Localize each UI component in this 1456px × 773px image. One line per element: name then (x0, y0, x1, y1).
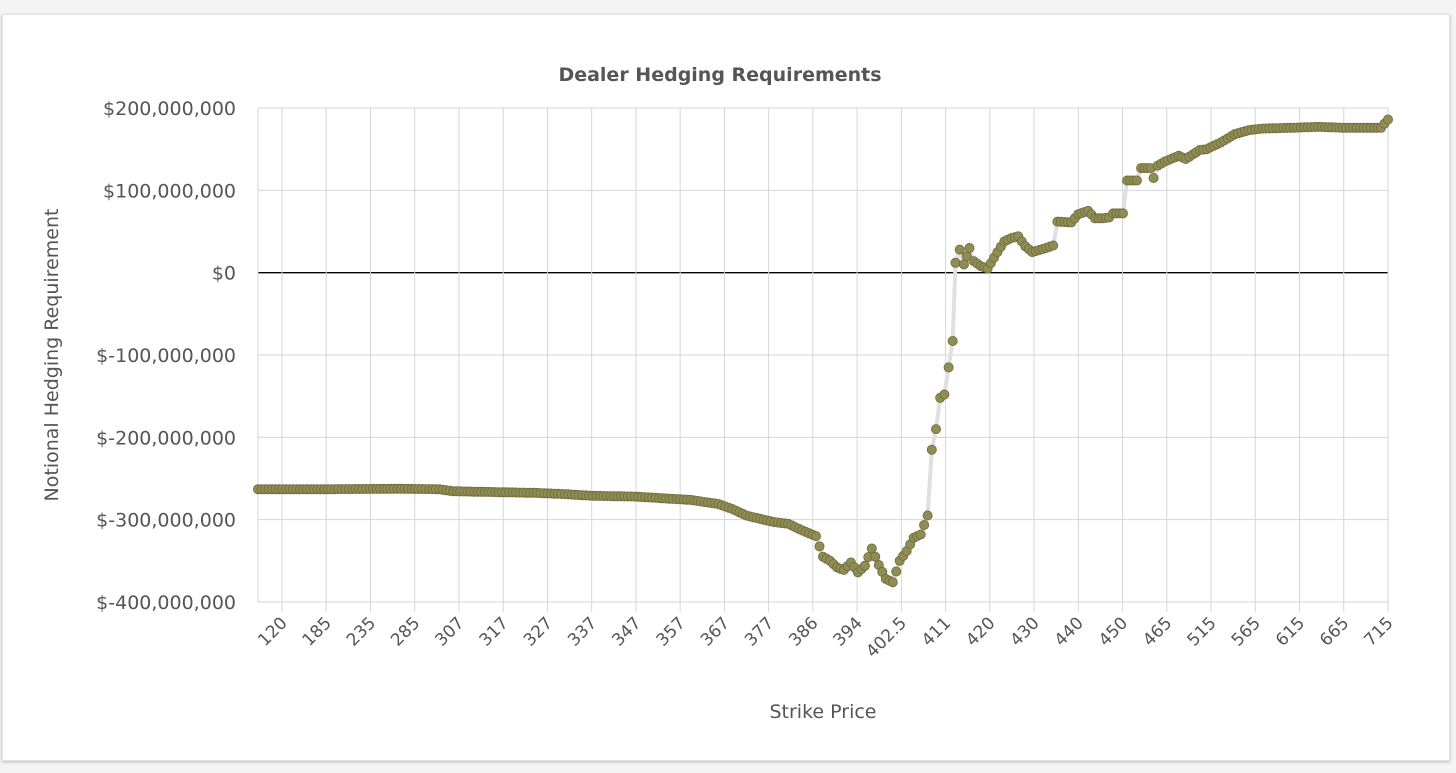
data-point (1117, 208, 1128, 219)
x-tick-label: 615 (1272, 613, 1309, 650)
x-tick-label: 515 (1183, 613, 1220, 650)
x-tick-label: 327 (520, 613, 557, 650)
x-tick-label: 430 (1007, 613, 1044, 650)
x-tick-label: 665 (1316, 613, 1353, 650)
x-tick-label: 465 (1139, 613, 1176, 650)
x-tick-label: 386 (785, 613, 822, 650)
series-layer (252, 114, 1394, 588)
data-point (811, 531, 822, 542)
x-tick-label: 357 (653, 613, 690, 650)
y-axis-label: Notional Hedging Requirement (41, 209, 63, 502)
data-point (814, 541, 825, 552)
x-tick-label: 450 (1095, 613, 1132, 650)
x-axis-label: Strike Price (769, 701, 876, 723)
series-line (258, 118, 1390, 585)
data-point (926, 444, 937, 455)
data-point (922, 510, 933, 521)
data-point (939, 389, 950, 400)
data-point (859, 560, 870, 571)
data-point (891, 566, 902, 577)
x-tick-label: 394 (830, 613, 867, 650)
x-tick-label: 402.5 (862, 613, 911, 662)
x-axis-ticks: 120 185 235 285 307 317 327 337 347 357 367 377 386 3… (254, 613, 1397, 662)
x-tick-label: 285 (387, 613, 424, 650)
x-tick-label: 337 (564, 613, 601, 650)
grid-lines (257, 107, 1389, 612)
x-tick-label: 367 (697, 613, 734, 650)
y-tick-label: $-100,000,000 (96, 345, 236, 367)
data-point (964, 242, 975, 253)
chart-title: Dealer Hedging Requirements (558, 64, 881, 86)
data-point (1148, 172, 1159, 183)
chart-card (2, 14, 1450, 761)
x-tick-label: 715 (1360, 613, 1397, 650)
y-tick-label: $-300,000,000 (96, 510, 236, 532)
data-point (954, 244, 965, 255)
data-point (931, 424, 942, 435)
data-point (1048, 240, 1059, 251)
data-point (870, 551, 881, 562)
data-point (1383, 114, 1394, 125)
x-tick-label: 235 (343, 613, 380, 650)
data-point (915, 529, 926, 540)
y-tick-label: $0 (212, 263, 236, 285)
y-tick-label: $200,000,000 (103, 98, 236, 120)
x-tick-label: 120 (254, 613, 291, 650)
data-point (866, 543, 877, 554)
y-tick-label: $100,000,000 (103, 180, 236, 202)
data-point (1131, 175, 1142, 186)
y-tick-label: $-400,000,000 (96, 592, 236, 614)
y-axis-ticks: $200,000,000 $100,000,000 $0 $-100,000,000 $… (96, 98, 236, 614)
x-tick-label: 565 (1228, 613, 1265, 650)
data-point (947, 335, 958, 346)
x-tick-label: 347 (608, 613, 645, 650)
x-tick-label: 307 (431, 613, 468, 650)
x-tick-label: 317 (476, 613, 513, 650)
data-point (919, 520, 930, 531)
data-point (943, 362, 954, 373)
data-point (887, 577, 898, 588)
x-tick-label: 185 (299, 613, 336, 650)
x-tick-label: 420 (962, 613, 999, 650)
y-tick-label: $-200,000,000 (96, 427, 236, 449)
data-point (950, 257, 961, 268)
x-tick-label: 411 (918, 613, 955, 650)
x-tick-label: 377 (741, 613, 778, 650)
x-tick-label: 440 (1051, 613, 1088, 650)
